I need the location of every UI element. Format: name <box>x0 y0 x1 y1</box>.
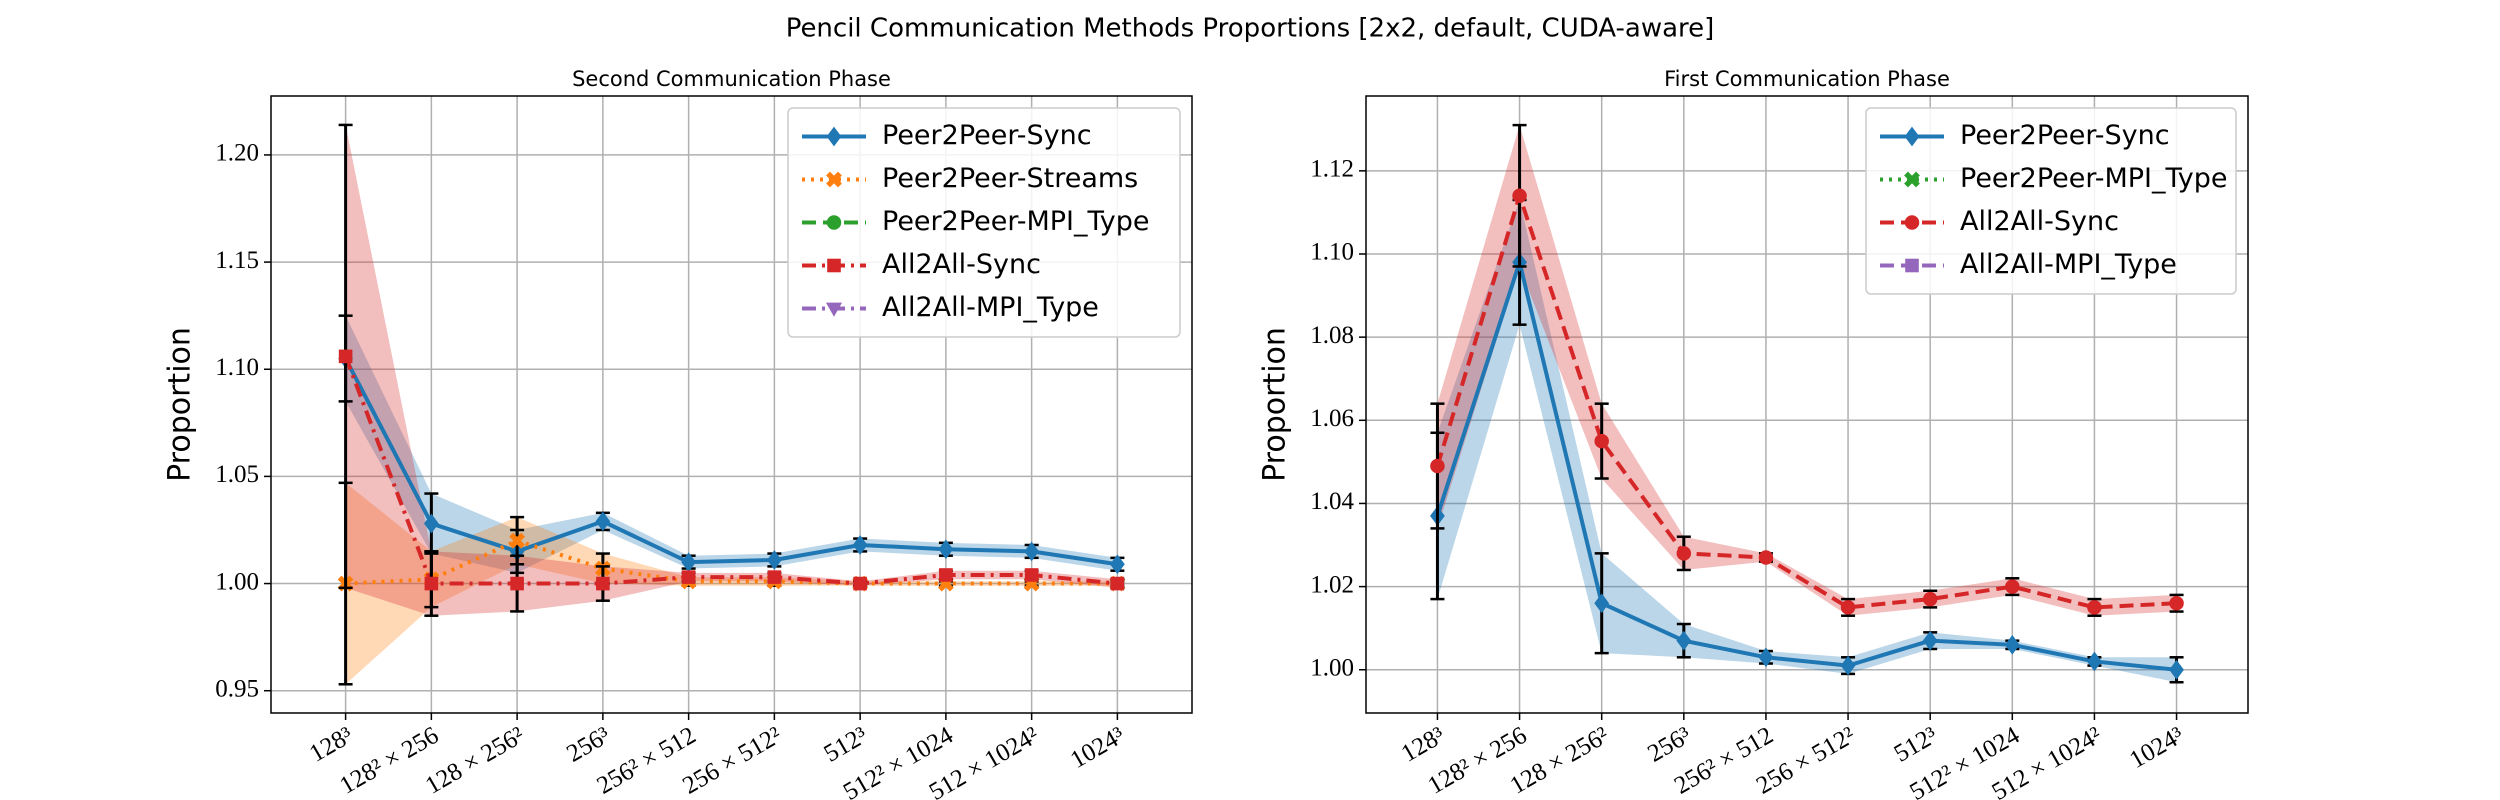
y-tick-label: 1.12 <box>1310 156 1354 183</box>
x-tick-label: 128 × 256² <box>421 722 529 800</box>
marker <box>852 535 868 555</box>
x-tick-label: 512³ <box>1890 722 1943 768</box>
axes-frame <box>270 95 1193 714</box>
marker <box>1024 568 1039 582</box>
error-band <box>345 315 1118 573</box>
y-tick-label: 1.05 <box>215 461 259 488</box>
marker <box>1024 541 1040 562</box>
y-tick-label: 1.10 <box>215 354 259 381</box>
marker <box>767 570 782 584</box>
y-tick-label: 1.00 <box>1310 654 1354 681</box>
marker <box>1904 215 1920 230</box>
marker <box>338 349 353 364</box>
error-band <box>1437 199 2177 683</box>
marker <box>938 539 954 560</box>
marker <box>2087 651 2102 672</box>
legend-label: Peer2Peer-MPI_Type <box>1960 163 2228 194</box>
y-tick-label: 1.00 <box>215 568 259 595</box>
marker <box>939 568 953 582</box>
marker <box>1758 550 1774 565</box>
marker <box>2169 659 2184 680</box>
y-tick-label: 1.10 <box>1310 239 1354 266</box>
x-tick-label: 128³ <box>305 722 358 768</box>
x-tick-label: 256 × 512² <box>678 722 786 800</box>
marker <box>2005 579 2020 594</box>
marker <box>1922 630 1938 651</box>
legend-label: Peer2Peer-MPI_Type <box>882 206 1150 237</box>
marker <box>2169 595 2184 611</box>
marker <box>1594 433 1609 449</box>
marker <box>1512 188 1527 204</box>
legend-label: All2All-MPI_Type <box>882 292 1099 323</box>
marker <box>767 550 782 570</box>
legend-label: All2All-Sync <box>1960 206 2119 237</box>
axes-frame <box>1365 95 2249 714</box>
marker <box>1904 171 1920 188</box>
figure-title: Pencil Communication Methods Proportions… <box>786 14 1715 44</box>
legend-box <box>1865 107 2237 295</box>
marker <box>853 576 867 591</box>
series-line <box>343 355 1118 586</box>
subplot-title: Second Communication Phase <box>572 67 891 91</box>
marker <box>1676 630 1692 651</box>
y-tick-label: 1.08 <box>1310 322 1354 349</box>
y-tick-label: 1.02 <box>1310 571 1354 598</box>
marker <box>1922 591 1938 607</box>
x-tick-label: 1024³ <box>2125 722 2189 774</box>
marker <box>596 576 610 591</box>
marker <box>1110 554 1125 575</box>
y-axis-label: Proportion <box>163 327 198 482</box>
x-tick-label: 1024³ <box>1066 722 1130 774</box>
marker <box>1840 600 1856 615</box>
marker <box>1905 258 1919 273</box>
y-tick-label: 1.04 <box>1310 488 1354 515</box>
marker <box>1110 576 1125 591</box>
marker <box>1758 647 1774 668</box>
series-line <box>1435 254 2177 672</box>
marker <box>826 171 842 188</box>
legend-box <box>787 107 1181 338</box>
y-tick-label: 1.20 <box>215 140 259 167</box>
y-tick-label: 0.95 <box>215 675 259 702</box>
y-tick-label: 1.06 <box>1310 405 1354 432</box>
x-tick-label: 256³ <box>1643 722 1696 768</box>
marker <box>424 576 439 591</box>
marker <box>826 215 842 230</box>
marker <box>595 511 611 532</box>
legend-label: All2All-Sync <box>882 249 1041 280</box>
marker <box>1594 593 1610 614</box>
legend-label: Peer2Peer-Sync <box>882 120 1092 151</box>
legend-label: Peer2Peer-Streams <box>882 163 1138 194</box>
legend-label: All2All-MPI_Type <box>1960 249 2177 280</box>
error-band <box>345 124 1118 616</box>
marker <box>1840 655 1856 676</box>
marker <box>825 302 843 317</box>
marker <box>1676 546 1692 561</box>
error-band <box>1437 125 2177 616</box>
marker <box>681 570 696 584</box>
marker <box>423 513 439 534</box>
marker <box>2004 634 2020 655</box>
marker <box>509 532 526 549</box>
marker <box>1430 458 1445 474</box>
x-tick-label: 256³ <box>562 722 615 768</box>
marker <box>1904 126 1920 147</box>
marker <box>826 126 842 147</box>
series-line <box>343 357 1118 567</box>
series-line <box>1435 189 2177 610</box>
marker <box>2087 600 2102 615</box>
legend-label: Peer2Peer-Sync <box>1960 120 2170 151</box>
marker <box>827 258 841 273</box>
x-tick-label: 512³ <box>820 722 873 768</box>
y-axis-label: Proportion <box>1258 327 1293 482</box>
error-band <box>345 482 1118 685</box>
y-tick-label: 1.15 <box>215 247 259 274</box>
x-tick-label: 128³ <box>1397 722 1450 768</box>
subplot-title: First Communication Phase <box>1664 67 1950 91</box>
marker <box>510 576 524 591</box>
